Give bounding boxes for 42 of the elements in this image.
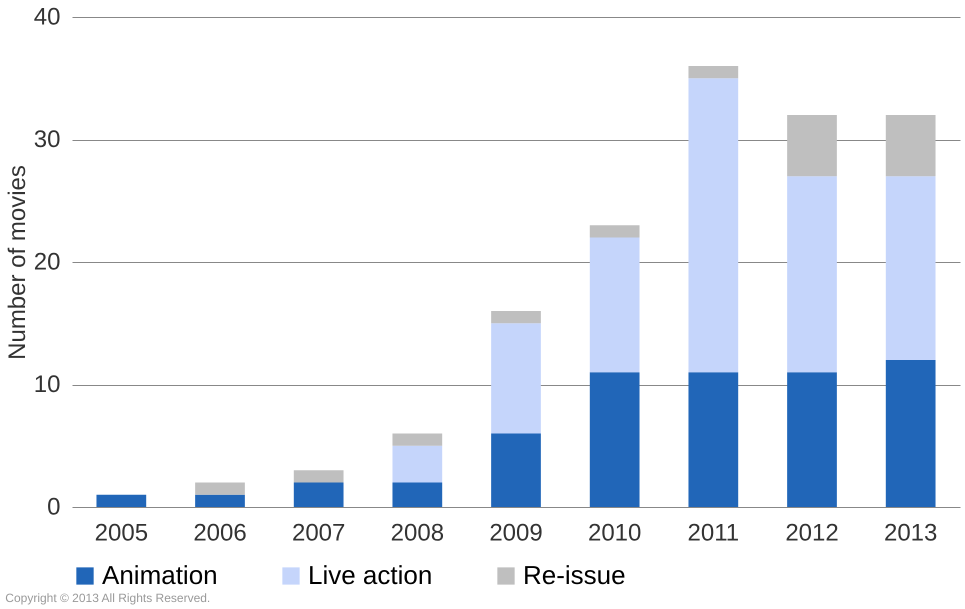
bar bbox=[392, 482, 442, 507]
bar bbox=[590, 372, 640, 507]
x-tick-label: 2010 bbox=[588, 520, 642, 546]
bar bbox=[96, 494, 146, 507]
y-tick-label: 40 bbox=[34, 4, 60, 30]
bar bbox=[886, 360, 936, 507]
bar bbox=[590, 238, 640, 372]
x-tick-label: 2007 bbox=[292, 520, 346, 546]
y-tick-label: 30 bbox=[34, 126, 60, 153]
x-tick-label: 2012 bbox=[785, 520, 839, 546]
bar bbox=[392, 446, 442, 482]
legend-label: Re-issue bbox=[523, 560, 626, 590]
bar bbox=[195, 482, 245, 495]
x-tick-label: 2009 bbox=[489, 520, 543, 546]
y-tick-label: 10 bbox=[34, 371, 60, 398]
text: Copyright © 2013 All Rights Reserved. bbox=[5, 591, 210, 605]
x-tick-label: 2006 bbox=[193, 520, 247, 546]
x-tick-label: 2008 bbox=[390, 520, 444, 546]
legend-label: Live action bbox=[308, 560, 432, 590]
bar bbox=[491, 434, 541, 507]
bar bbox=[787, 115, 837, 176]
bar bbox=[787, 176, 837, 372]
bar bbox=[392, 434, 442, 446]
bar bbox=[590, 225, 640, 238]
bar bbox=[886, 176, 936, 360]
x-tick-label: 2011 bbox=[688, 520, 740, 546]
x-tick-label: 2005 bbox=[94, 520, 148, 546]
bar bbox=[688, 78, 738, 372]
x-tick-label: 2013 bbox=[884, 520, 938, 546]
bar bbox=[491, 323, 541, 434]
bar bbox=[294, 470, 344, 482]
legend-label: Animation bbox=[102, 560, 218, 590]
y-tick-label: 20 bbox=[34, 248, 60, 276]
bar bbox=[886, 115, 936, 176]
y-axis-title: Number of movies bbox=[4, 165, 31, 360]
bar bbox=[195, 494, 245, 507]
bar bbox=[491, 311, 541, 324]
bar bbox=[688, 66, 738, 78]
y-tick-label: 0 bbox=[47, 494, 60, 520]
bar bbox=[294, 482, 344, 507]
bar bbox=[787, 372, 837, 507]
bar bbox=[688, 372, 738, 507]
